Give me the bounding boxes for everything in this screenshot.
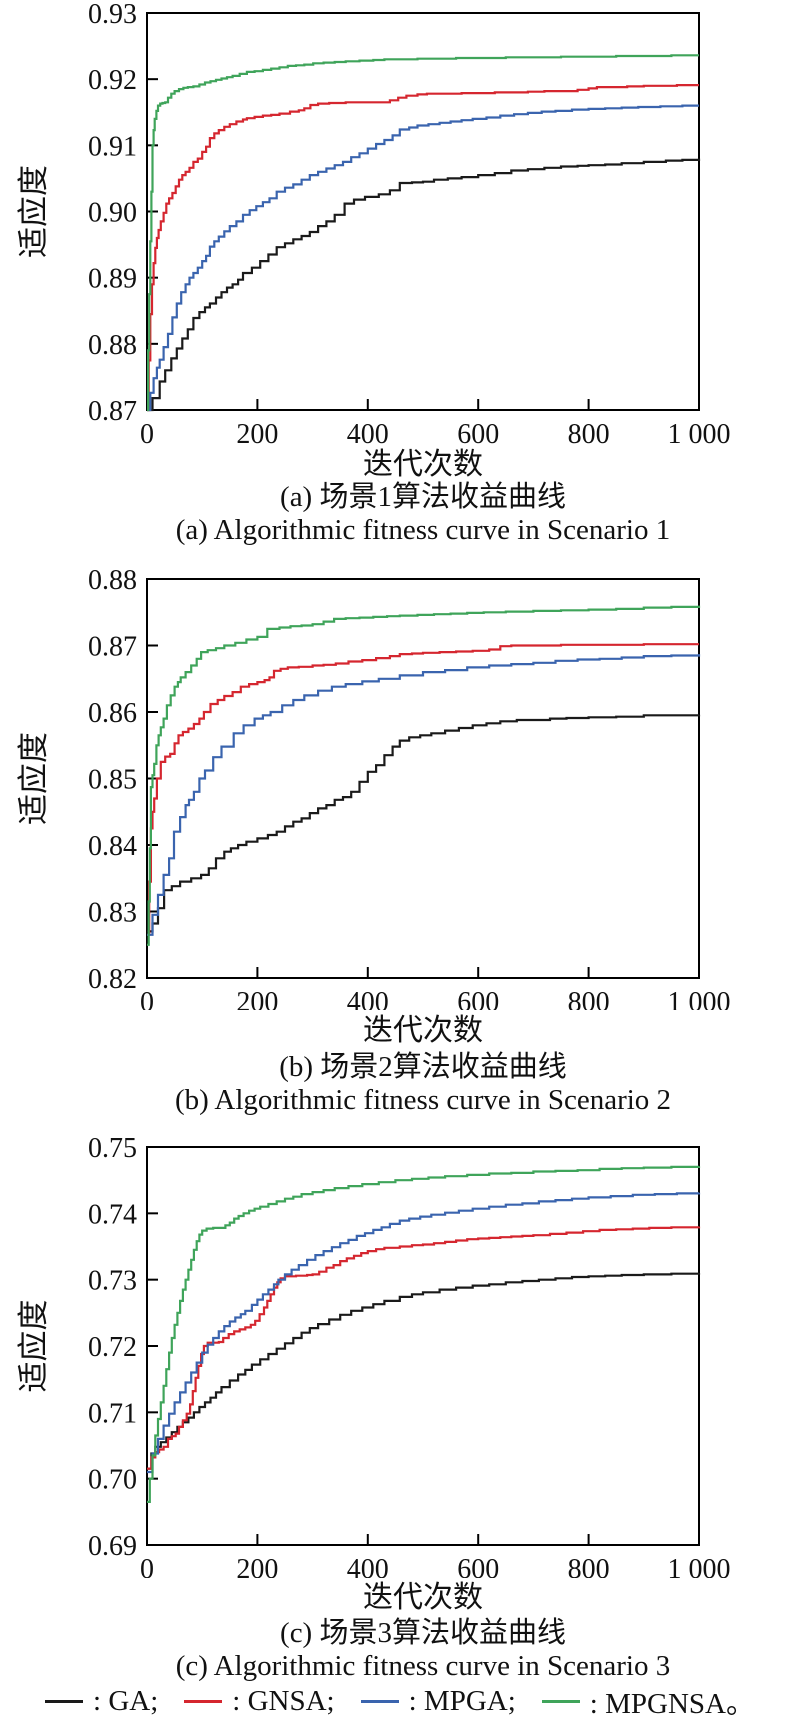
chart-scenario-3: 0.69 0.70 0.71 0.72 0.73 0.74 0.75 0 200 400 600 80…: [16, 1133, 731, 1578]
y-tick-label: 0.84: [88, 831, 137, 862]
legend-label-ga: : GA;: [93, 1684, 159, 1717]
x-tick-label: 1 000: [668, 1554, 731, 1578]
caption-en-scenario-1: (a) Algorithmic fitness curve in Scenari…: [175, 514, 671, 546]
plot-border: [146, 12, 700, 411]
x-axis-title-scenario-3: 迭代次数: [363, 1581, 483, 1614]
y-tick-label: 0.91: [88, 131, 137, 162]
y-tick-label: 0.88: [88, 565, 137, 596]
x-tick-label: 400: [347, 1554, 389, 1578]
y-tick-label: 0.75: [88, 1133, 137, 1164]
y-tick-label: 0.70: [88, 1465, 137, 1496]
curve-gnsa: [147, 1226, 701, 1470]
legend-line-ga-icon: [45, 1699, 84, 1703]
legend-label-mpga: : MPGA;: [408, 1684, 516, 1717]
x-tick-label: 800: [568, 1554, 610, 1578]
y-tick-label: 0.87: [88, 396, 137, 427]
y-axis-title: 适应度: [16, 165, 51, 258]
y-tick-label: 0.85: [88, 765, 137, 796]
y-tick-label: 0.69: [88, 1531, 137, 1562]
curve-ga: [147, 1272, 701, 1470]
caption-zh-scenario-2: (b) 场景2算法收益曲线: [279, 1051, 567, 1083]
legend-label-mpgnsa: : MPGNSA。: [589, 1688, 755, 1720]
plot-border: [146, 578, 700, 979]
legend-item-ga: : GA;: [45, 1685, 158, 1718]
curve-mpgnsa: [147, 54, 699, 412]
curve-ga: [147, 714, 701, 933]
x-tick-label: 800: [568, 987, 610, 1010]
x-tick-label: 400: [347, 419, 389, 450]
x-tick-label: 1 000: [668, 987, 731, 1010]
curve-mpgnsa: [147, 605, 701, 946]
y-tick-label: 0.83: [88, 898, 137, 929]
curve-mpga: [147, 654, 701, 936]
curve-ga: [147, 158, 701, 412]
y-tick-label: 0.93: [88, 0, 137, 30]
y-tick-label: 0.89: [88, 264, 137, 295]
x-tick-label: 600: [457, 987, 499, 1010]
x-tick-label: 200: [236, 987, 278, 1010]
y-tick-label: 0.87: [88, 632, 137, 663]
legend: : GA; : GNSA; : MPGA; : MPGNSA。: [0, 1684, 800, 1720]
y-axis-title: 适应度: [16, 732, 51, 825]
plot-border: [146, 1146, 700, 1546]
x-tick-label: 1 000: [668, 419, 731, 450]
y-tick-label: 0.82: [88, 964, 137, 995]
x-tick-label: 600: [457, 419, 499, 450]
legend-item-gnsa: : GNSA;: [184, 1684, 335, 1718]
legend-label-gnsa: : GNSA;: [232, 1684, 335, 1717]
caption-zh-scenario-1: (a) 场景1算法收益曲线: [280, 481, 566, 513]
y-tick-label: 0.90: [88, 198, 137, 229]
y-tick-label: 0.71: [88, 1398, 137, 1429]
legend-item-mpga: : MPGA;: [360, 1684, 516, 1718]
caption-en-scenario-3: (c) Algorithmic fitness curve in Scenari…: [175, 1650, 671, 1682]
y-tick-label: 0.74: [88, 1199, 137, 1230]
caption-en-scenario-2: (b) Algorithmic fitness curve in Scenari…: [174, 1084, 672, 1116]
legend-line-gnsa-icon: [184, 1699, 223, 1703]
y-tick-label: 0.73: [88, 1266, 137, 1297]
x-tick-label: 200: [236, 1554, 278, 1578]
y-tick-label: 0.88: [88, 330, 137, 361]
legend-line-mpga-icon: [360, 1699, 399, 1703]
y-tick-label: 0.92: [88, 65, 137, 96]
caption-zh-scenario-3: (c) 场景3算法收益曲线: [280, 1617, 566, 1649]
chart-scenario-1: 0.87 0.88 0.89 0.90 0.91 0.92 0.93 0 200 400 600 80…: [16, 0, 731, 450]
x-tick-label: 200: [236, 419, 278, 450]
curve-mpga: [147, 1192, 701, 1474]
curve-gnsa: [147, 643, 699, 936]
x-tick-label: 0: [140, 1554, 154, 1578]
legend-line-mpgnsa-icon: [541, 1699, 580, 1703]
curve-gnsa: [147, 84, 699, 412]
x-tick-label: 600: [457, 1554, 499, 1578]
chart-scenario-2: 0.82 0.83 0.84 0.85 0.86 0.87 0.88 0 200 400 600 80…: [16, 565, 731, 1010]
x-axis-title-scenario-1: 迭代次数: [363, 448, 483, 481]
y-axis-title: 适应度: [16, 1300, 51, 1393]
curve-mpga: [147, 104, 699, 412]
x-tick-label: 0: [140, 419, 154, 450]
x-axis-title-scenario-2: 迭代次数: [363, 1014, 483, 1047]
x-tick-label: 0: [140, 987, 154, 1010]
x-tick-label: 800: [568, 419, 610, 450]
y-tick-label: 0.72: [88, 1332, 137, 1363]
curve-mpgnsa: [147, 1165, 701, 1503]
legend-item-mpgnsa: : MPGNSA。: [541, 1680, 755, 1720]
y-tick-label: 0.86: [88, 698, 137, 729]
x-tick-label: 400: [347, 987, 389, 1010]
